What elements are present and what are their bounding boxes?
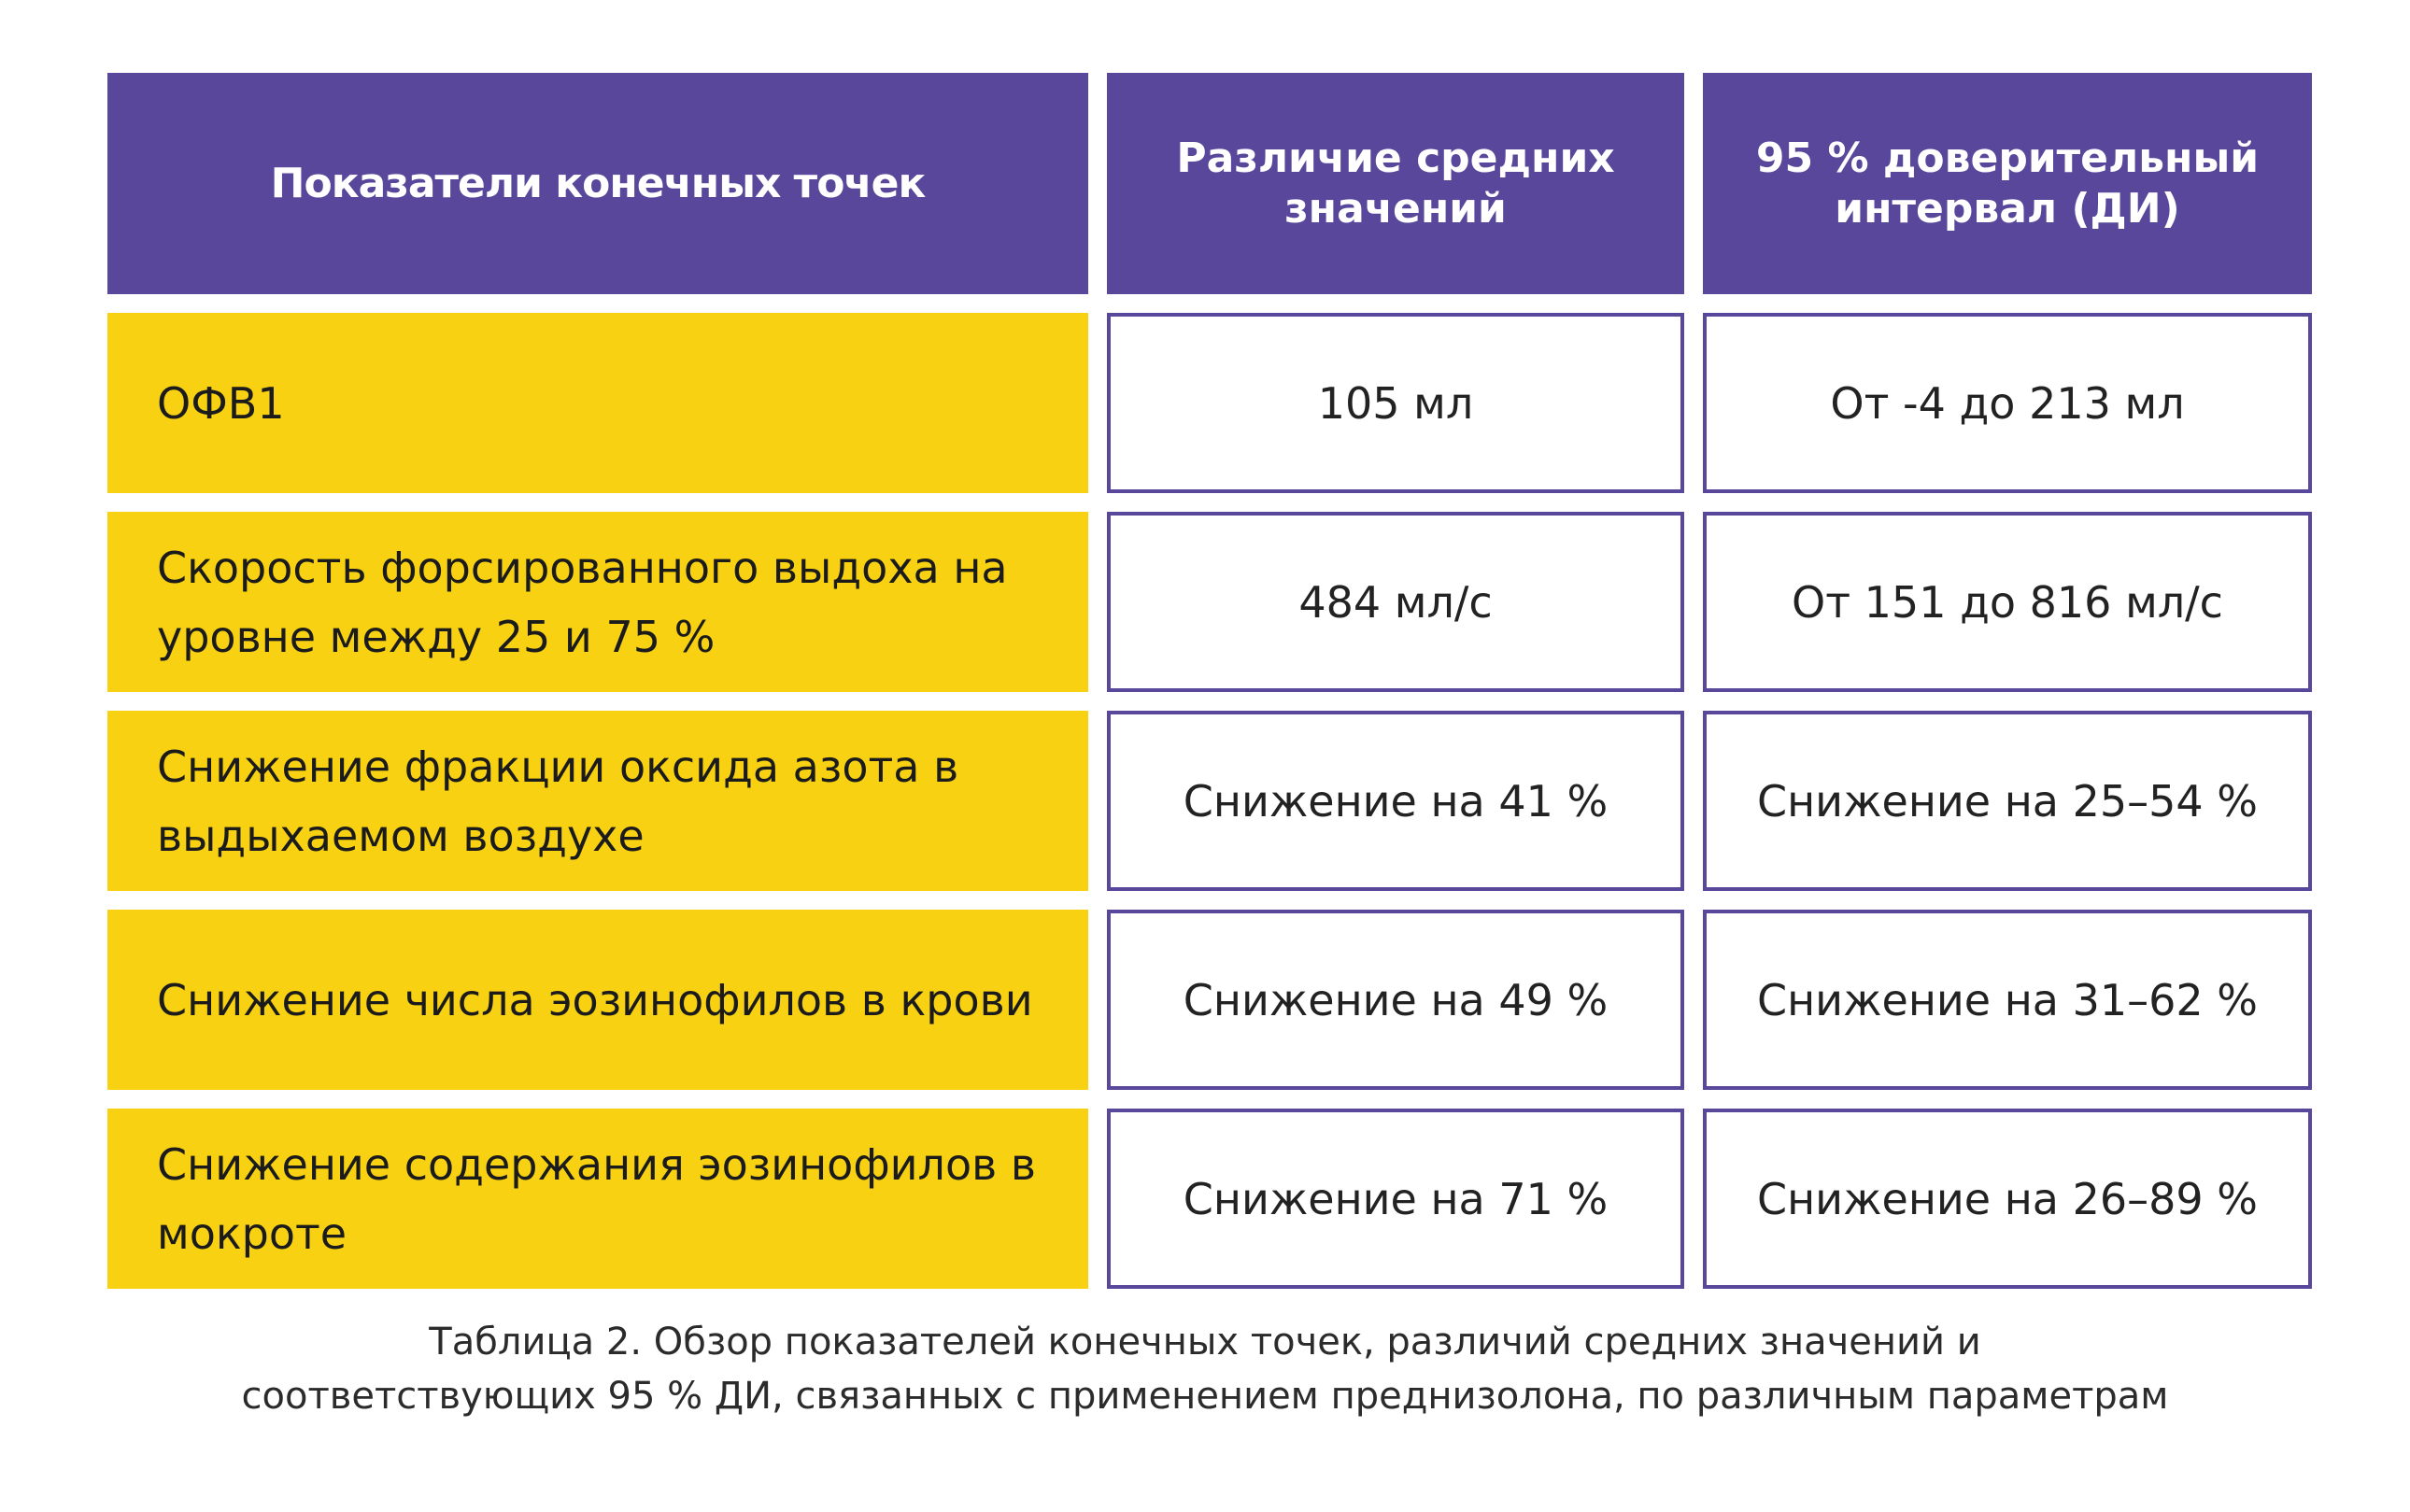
header-mean-difference: Различие средних значений	[1107, 73, 1684, 294]
mean-difference-cell: 105 мл	[1107, 313, 1684, 493]
header-confidence-interval: 95 % доверительный интервал (ДИ)	[1703, 73, 2312, 294]
caption-line-1: Таблица 2. Обзор показателей конечных то…	[429, 1321, 1981, 1364]
confidence-interval-cell: Снижение на 26–89 %	[1703, 1109, 2312, 1289]
mean-difference-cell: Снижение на 71 %	[1107, 1109, 1684, 1289]
endpoint-cell: ОФВ1	[107, 313, 1088, 493]
caption-line-2: соответствующих 95 % ДИ, связанных с при…	[241, 1375, 2169, 1418]
mean-difference-cell: Снижение на 41 %	[1107, 711, 1684, 891]
table-row: ОФВ1 105 мл От -4 до 213 мл	[107, 313, 2312, 493]
endpoint-cell: Снижение содержания эозинофилов в мокрот…	[107, 1109, 1088, 1289]
table-caption: Таблица 2. Обзор показателей конечных то…	[0, 1315, 2410, 1423]
table-row: Снижение содержания эозинофилов в мокрот…	[107, 1109, 2312, 1289]
endpoint-cell: Снижение фракции оксида азота в выдыхаем…	[107, 711, 1088, 891]
endpoints-table: Показатели конечных точек Различие средн…	[107, 73, 2312, 1307]
confidence-interval-cell: Снижение на 31–62 %	[1703, 910, 2312, 1090]
confidence-interval-cell: От 151 до 816 мл/с	[1703, 512, 2312, 692]
confidence-interval-cell: От -4 до 213 мл	[1703, 313, 2312, 493]
confidence-interval-cell: Снижение на 25–54 %	[1703, 711, 2312, 891]
header-endpoint: Показатели конечных точек	[107, 73, 1088, 294]
endpoint-cell: Скорость форсированного выдоха на уровне…	[107, 512, 1088, 692]
table-row: Скорость форсированного выдоха на уровне…	[107, 512, 2312, 692]
mean-difference-cell: Снижение на 49 %	[1107, 910, 1684, 1090]
mean-difference-cell: 484 мл/с	[1107, 512, 1684, 692]
table-row: Снижение числа эозинофилов в крови Сниже…	[107, 910, 2312, 1090]
endpoint-cell: Снижение числа эозинофилов в крови	[107, 910, 1088, 1090]
table-header-row: Показатели конечных точек Различие средн…	[107, 73, 2312, 294]
table-row: Снижение фракции оксида азота в выдыхаем…	[107, 711, 2312, 891]
